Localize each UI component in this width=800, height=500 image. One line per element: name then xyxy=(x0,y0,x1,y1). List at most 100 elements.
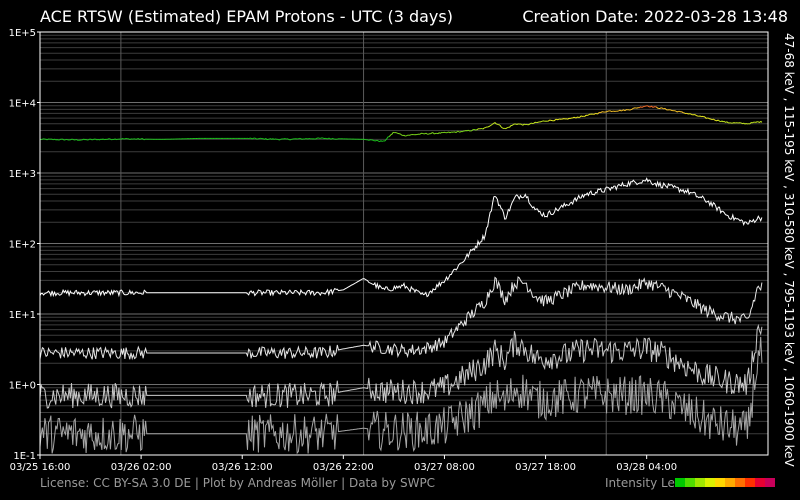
series-segment xyxy=(107,138,110,140)
series-segment xyxy=(72,138,75,141)
series-segment xyxy=(746,123,748,125)
series-segment xyxy=(699,115,702,118)
series-segment xyxy=(717,119,720,122)
series-segment xyxy=(95,138,98,141)
series-segment xyxy=(755,121,758,123)
series-segment xyxy=(124,137,127,140)
series-segment xyxy=(722,120,725,123)
series-segment xyxy=(466,129,469,132)
series-segment xyxy=(509,125,512,128)
series-segment xyxy=(385,138,388,141)
series-segment xyxy=(557,118,560,121)
legend-swatch xyxy=(725,478,735,487)
series-segment xyxy=(93,138,95,140)
series-segment xyxy=(719,120,721,123)
series-segment xyxy=(494,122,497,125)
series-segment xyxy=(45,138,48,141)
x-axis-tick-labels: 03/25 16:00 03/26 02:00 03/26 12:00 03/26 2… xyxy=(10,455,677,473)
y-tick-label: 1E-1 xyxy=(13,451,36,462)
series-segment xyxy=(108,138,111,140)
y-tick-label: 1E+4 xyxy=(9,99,36,110)
series-115-195-kev xyxy=(39,177,763,298)
series-segment xyxy=(664,107,667,110)
series-segment xyxy=(279,138,282,141)
series-segment xyxy=(315,138,317,140)
series-segment xyxy=(531,122,533,125)
series-segment xyxy=(640,106,643,108)
series-1060-1900-kev xyxy=(39,336,763,455)
series-segment xyxy=(471,129,474,131)
intensity-legend-bar xyxy=(675,478,775,487)
series-segment xyxy=(468,129,470,132)
series-segment xyxy=(449,131,452,134)
chart-title: ACE RTSW (Estimated) EPAM Protons - UTC … xyxy=(40,7,453,26)
series-segment xyxy=(488,125,491,127)
series-segment xyxy=(464,130,467,132)
legend-swatch xyxy=(735,478,745,487)
series-segment xyxy=(448,131,451,134)
series-line xyxy=(39,323,763,409)
series-segment xyxy=(669,109,672,111)
series-segment xyxy=(129,138,132,141)
series-segment xyxy=(587,114,589,116)
series-segment xyxy=(619,109,622,112)
series-segment xyxy=(43,138,46,140)
x-tick-label: 03/28 04:00 xyxy=(616,462,677,473)
series-segment xyxy=(516,123,519,125)
series-segment xyxy=(569,117,572,120)
series-segment xyxy=(636,107,639,109)
x-tick-label: 03/27 08:00 xyxy=(414,462,475,473)
series-segment xyxy=(53,138,55,141)
series-segment xyxy=(438,132,441,134)
series-segment xyxy=(262,138,265,140)
series-segment xyxy=(140,138,143,140)
series-segment xyxy=(659,107,662,109)
chart-series xyxy=(39,105,763,455)
series-segment xyxy=(114,138,117,141)
series-segment xyxy=(380,140,383,142)
series-segment xyxy=(641,106,644,108)
x-tick-label: 03/27 18:00 xyxy=(515,462,576,473)
series-segment xyxy=(322,137,325,140)
series-segment xyxy=(526,123,528,126)
y-tick-label: 1E+2 xyxy=(9,240,36,251)
legend-swatch xyxy=(685,478,695,487)
series-segment xyxy=(651,105,654,108)
series-segment xyxy=(610,110,612,113)
series-segment xyxy=(716,119,719,122)
series-segment xyxy=(491,123,493,126)
series-segment xyxy=(720,120,723,123)
series-segment xyxy=(128,138,131,141)
series-segment xyxy=(512,123,515,126)
series-47-68-kev xyxy=(39,105,763,143)
series-segment xyxy=(400,133,402,136)
series-segment xyxy=(676,111,679,113)
series-segment xyxy=(461,130,464,133)
series-segment xyxy=(96,138,99,141)
series-segment xyxy=(548,119,550,122)
series-segment xyxy=(136,137,139,140)
series-segment xyxy=(588,113,590,116)
series-segment xyxy=(595,112,598,115)
y-tick-label: 1E+1 xyxy=(9,310,36,321)
series-segment xyxy=(122,137,124,140)
series-segment xyxy=(721,120,724,123)
series-segment xyxy=(537,121,539,123)
legend-swatch xyxy=(695,478,705,487)
series-segment xyxy=(287,138,289,140)
series-segment xyxy=(511,124,514,126)
series-segment xyxy=(326,138,328,140)
series-segment xyxy=(681,111,684,114)
series-segment xyxy=(56,139,59,141)
series-segment xyxy=(482,127,485,130)
series-segment xyxy=(257,138,259,140)
chart-grid xyxy=(40,32,768,456)
series-segment xyxy=(391,132,394,135)
creation-date: Creation Date: 2022-03-28 13:48 xyxy=(522,7,788,26)
series-segment xyxy=(300,138,303,140)
series-segment xyxy=(579,115,582,118)
series-segment xyxy=(575,116,578,119)
series-segment xyxy=(270,138,272,140)
series-segment xyxy=(665,109,668,111)
series-segment xyxy=(265,137,268,140)
